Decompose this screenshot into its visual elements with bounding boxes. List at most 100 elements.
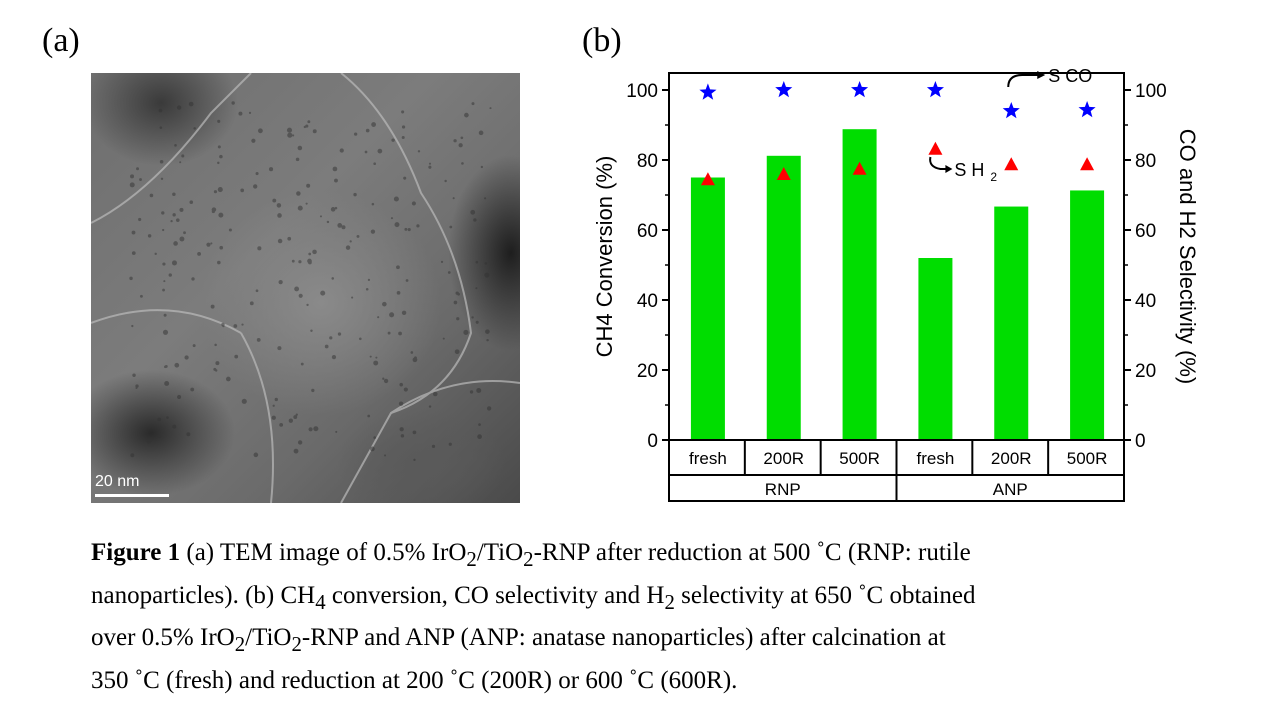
nanoparticle-dot <box>179 161 182 164</box>
star-co-selectivity <box>851 81 869 98</box>
nanoparticle-dot <box>398 331 402 336</box>
triangle-h2-selectivity <box>852 161 867 175</box>
nanoparticle-dot <box>475 287 478 290</box>
nanoparticle-dot <box>288 418 293 423</box>
nanoparticle-dot <box>193 127 196 130</box>
nanoparticle-dot <box>358 337 362 341</box>
sh2-subscript: 2 <box>990 170 997 184</box>
nanoparticle-dot <box>217 145 221 149</box>
nanoparticle-dot <box>324 344 329 349</box>
tem-image: 20 nm <box>91 73 520 503</box>
nanoparticle-dot <box>130 174 135 179</box>
nanoparticle-dot <box>174 144 177 147</box>
nanoparticle-dot <box>387 331 391 335</box>
nanoparticle-dot <box>293 415 298 419</box>
nanoparticle-dot <box>296 191 301 196</box>
nanoparticle-dot <box>310 329 313 332</box>
nanoparticle-dot <box>271 415 276 420</box>
nanoparticle-dot <box>356 234 360 238</box>
nanoparticle-dot <box>384 454 387 457</box>
nanoparticle-dot <box>146 438 152 444</box>
nanoparticle-dot <box>364 150 368 154</box>
caption-text: -RNP after reduction at 500 ˚C (RNP: rut… <box>533 539 971 566</box>
right-tick-label: 60 <box>1135 221 1156 242</box>
nanoparticle-dot <box>297 440 303 445</box>
left-tick-label: 60 <box>637 221 658 242</box>
nanoparticle-dot <box>383 378 389 384</box>
nanoparticle-dot <box>484 262 488 265</box>
nanoparticle-dot <box>160 177 164 180</box>
nanoparticle-dot <box>401 135 405 139</box>
nanoparticle-dot <box>158 108 163 113</box>
nanoparticle-dot <box>157 417 162 422</box>
nanoparticle-dot <box>147 234 152 238</box>
category-label: 200R <box>991 449 1032 468</box>
nanoparticle-dot <box>255 289 259 293</box>
nanoparticle-dot <box>135 386 138 390</box>
star-co-selectivity <box>926 81 944 98</box>
nanoparticle-dot <box>373 360 379 366</box>
nanoparticle-dot <box>412 430 417 435</box>
nanoparticle-dot <box>139 294 143 298</box>
nanoparticle-dot <box>461 162 464 165</box>
nanoparticle-dot <box>188 101 194 107</box>
nanoparticle-dot <box>329 336 333 340</box>
nanoparticle-dot <box>255 172 259 176</box>
nanoparticle-dot <box>399 427 404 432</box>
nanoparticle-dot <box>341 225 346 230</box>
nanoparticle-dot <box>365 287 369 291</box>
nanoparticle-dot <box>139 178 142 181</box>
nanoparticle-dot <box>297 205 303 211</box>
nanoparticle-dot <box>292 134 295 137</box>
nanoparticle-dot <box>382 377 385 380</box>
nanoparticle-dot <box>162 262 166 266</box>
nanoparticle-dot <box>214 343 217 347</box>
nanoparticle-dot <box>475 320 479 324</box>
nanoparticle-dot <box>217 187 223 193</box>
category-label: 200R <box>763 449 804 468</box>
nanoparticle-dot <box>339 148 344 153</box>
nanoparticle-dot <box>278 280 283 285</box>
nanoparticle-dot <box>129 182 135 188</box>
nanoparticle-dot <box>470 209 476 215</box>
scale-bar <box>95 494 169 497</box>
nanoparticle-dot <box>197 252 201 256</box>
nanoparticle-dot <box>215 361 220 366</box>
caption-title: Figure 1 <box>91 539 181 566</box>
nanoparticle-dot <box>276 203 282 208</box>
star-co-selectivity <box>1002 102 1020 119</box>
tem-texture <box>91 73 520 503</box>
nanoparticle-dot <box>295 157 300 162</box>
nanoparticle-dot <box>454 349 460 355</box>
nanoparticle-dot <box>391 138 395 142</box>
nanoparticle-dot <box>231 101 235 105</box>
nanoparticle-dot <box>218 212 224 218</box>
triangle-h2-selectivity <box>1004 157 1019 171</box>
right-tick-label: 40 <box>1135 291 1156 312</box>
nanoparticle-dot <box>353 192 357 197</box>
nanoparticle-dot <box>257 128 263 134</box>
nanoparticle-dot <box>174 362 180 368</box>
nanoparticle-dot <box>213 190 218 194</box>
group-label: RNP <box>765 480 801 499</box>
nanoparticle-dot <box>403 176 407 180</box>
nanoparticle-dot <box>162 329 169 335</box>
nanoparticle-dot <box>485 329 490 334</box>
nanoparticle-dot <box>132 373 136 377</box>
sub: 4 <box>315 589 326 614</box>
nanoparticle-dot <box>179 207 184 212</box>
nanoparticle-dot <box>163 280 166 283</box>
nanoparticle-dot <box>181 154 185 158</box>
nanoparticle-dot <box>210 304 215 309</box>
sub: 2 <box>664 589 675 614</box>
sh2-arrow <box>929 156 949 170</box>
nanoparticle-dot <box>251 138 256 143</box>
nanoparticle-dot <box>177 394 182 400</box>
sh2-arrowhead <box>945 165 953 173</box>
nanoparticle-dot <box>312 249 317 255</box>
caption-text: over 0.5% IrO <box>91 624 235 651</box>
caption-text: nanoparticles). (b) CH <box>91 581 316 609</box>
nanoparticle-dot <box>373 436 376 439</box>
nanoparticle-dot <box>351 296 354 299</box>
nanoparticle-dot <box>401 125 406 129</box>
